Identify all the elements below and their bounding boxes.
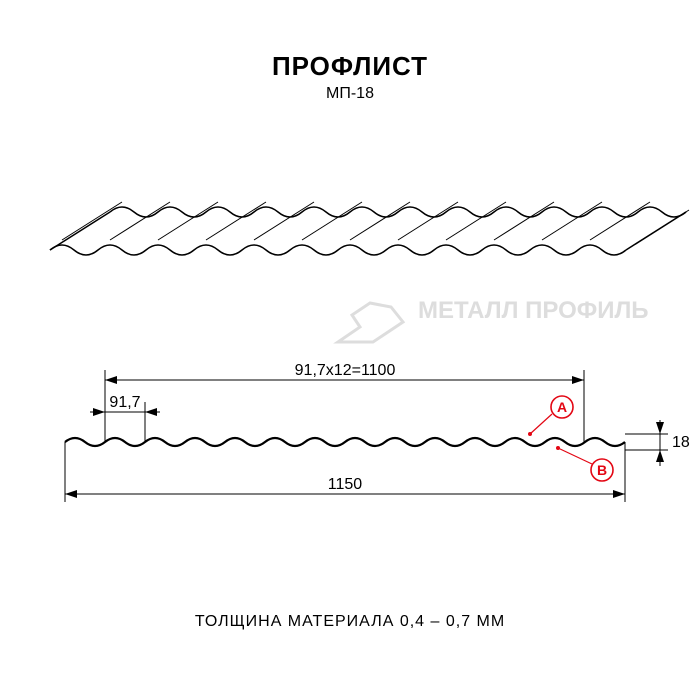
svg-text:МЕТАЛЛ ПРОФИЛЬ: МЕТАЛЛ ПРОФИЛЬ [418, 297, 649, 324]
isometric-sheet [50, 202, 689, 255]
svg-text:91,7x12=1100: 91,7x12=1100 [295, 362, 396, 379]
dim-overall: 1150 [65, 442, 625, 502]
page-title: ПРОФЛИСТ [272, 51, 428, 81]
dim-pitch: 91,7 [90, 394, 160, 442]
dim-height: 18 [625, 420, 690, 466]
cross-section [65, 438, 625, 446]
svg-text:91,7: 91,7 [109, 394, 140, 411]
svg-text:18: 18 [672, 434, 690, 451]
dim-top-formula: 91,7x12=1100 [105, 362, 584, 442]
svg-text:A: A [557, 399, 567, 415]
svg-text:B: B [597, 462, 607, 478]
footer-text: ТОЛЩИНА МАТЕРИАЛА 0,4 – 0,7 ММ [195, 613, 505, 630]
watermark: МЕТАЛЛ ПРОФИЛЬ [338, 297, 649, 342]
diagram-canvas: ПРОФЛИСТ МП-18 МЕТАЛЛ ПРОФИЛЬ 91,7x12=11… [0, 0, 700, 700]
marker-a: A [528, 396, 573, 436]
page-subtitle: МП-18 [326, 85, 374, 102]
marker-b: B [556, 446, 613, 481]
svg-text:1150: 1150 [328, 476, 363, 493]
